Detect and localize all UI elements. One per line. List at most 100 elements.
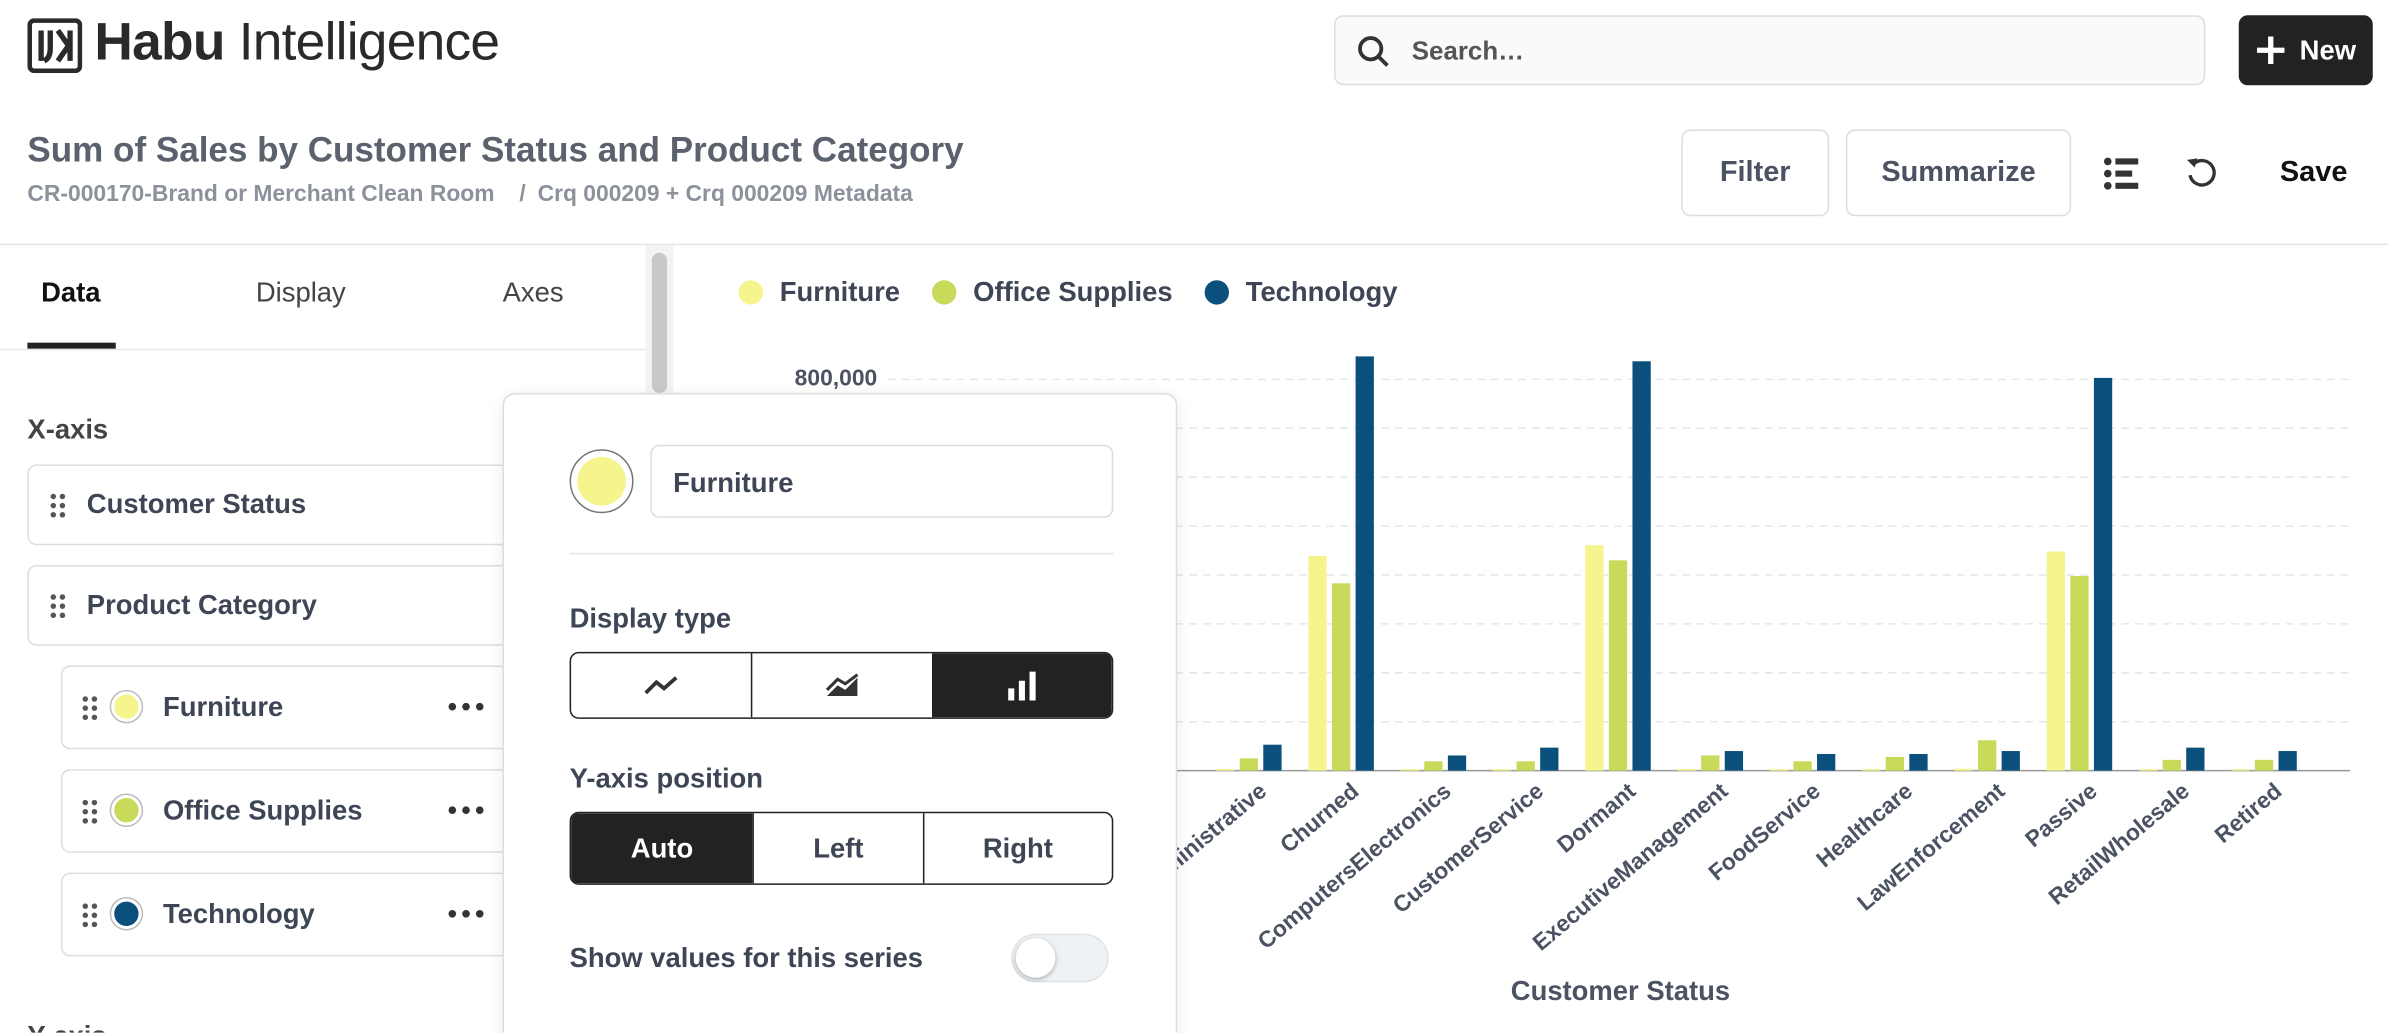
legend-swatch xyxy=(1204,280,1229,305)
bar xyxy=(1585,545,1604,771)
bar xyxy=(1308,555,1327,771)
bar xyxy=(1862,769,1881,771)
bar xyxy=(1516,761,1535,771)
new-button[interactable]: New xyxy=(2238,15,2373,86)
series-name: Furniture xyxy=(162,691,284,722)
bar xyxy=(2186,747,2205,771)
series-name: Office Supplies xyxy=(162,794,363,826)
series-color[interactable] xyxy=(111,794,142,826)
x-field[interactable]: Product Category xyxy=(27,565,576,646)
filter-button[interactable]: Filter xyxy=(1681,129,1830,217)
bar xyxy=(1608,560,1628,771)
tab[interactable]: Axes xyxy=(502,277,564,308)
line-option[interactable] xyxy=(571,653,751,717)
series-row[interactable]: Furniture xyxy=(60,665,564,750)
position-option[interactable]: Auto xyxy=(571,813,753,884)
area-option[interactable] xyxy=(751,653,931,718)
refresh-icon[interactable] xyxy=(2184,154,2221,191)
drag-handle[interactable] xyxy=(82,903,98,928)
bar xyxy=(2231,769,2250,771)
bar xyxy=(2162,759,2181,771)
series-color[interactable] xyxy=(111,691,142,722)
series-color[interactable] xyxy=(111,898,142,930)
bar xyxy=(1632,361,1651,771)
series-row[interactable]: Office Supplies xyxy=(60,769,564,853)
tab[interactable]: Display xyxy=(255,277,346,308)
new-label: New xyxy=(2299,35,2357,66)
logo[interactable]: Habu Intelligence xyxy=(94,12,500,73)
bar xyxy=(1817,753,1836,771)
bar xyxy=(1400,769,1419,771)
series-name-input[interactable]: Furniture xyxy=(650,444,1114,518)
legend-swatch xyxy=(738,280,764,305)
show-values-label: Show values for this series xyxy=(569,942,924,974)
tab-indicator xyxy=(27,342,116,349)
position-option[interactable]: Left xyxy=(752,813,923,884)
x-field-name: Product Category xyxy=(86,589,317,620)
x-tick-label: Churned xyxy=(1275,777,1364,857)
y-axis-position-heading: Y-axis position xyxy=(569,763,764,794)
divider xyxy=(569,552,1114,555)
x-field[interactable]: Customer Status xyxy=(27,464,576,546)
list-icon[interactable] xyxy=(2103,155,2140,192)
more-icon[interactable] xyxy=(448,806,485,815)
x-axis-title: Customer Status xyxy=(1511,975,1730,1006)
more-icon[interactable] xyxy=(448,702,485,711)
show-values-toggle[interactable] xyxy=(1011,933,1109,983)
drag-handle[interactable] xyxy=(50,493,66,518)
bar xyxy=(1540,747,1559,771)
series-row[interactable]: Technology xyxy=(60,872,564,957)
color-picker[interactable] xyxy=(569,449,634,514)
bar xyxy=(1724,751,1744,771)
breadcrumb-link[interactable]: CR-000170-Brand or Merchant Clean Room xyxy=(27,181,495,208)
y-axis-heading: Y-axis xyxy=(27,1020,106,1032)
line-icon xyxy=(644,676,678,695)
breadcrumb-separator: / xyxy=(519,181,526,208)
logo-brand: Habu xyxy=(94,12,225,72)
bar xyxy=(1978,740,1997,771)
bar xyxy=(1885,756,1905,771)
drag-handle[interactable] xyxy=(82,696,98,721)
logo-product: Intelligence xyxy=(238,12,500,72)
bar xyxy=(1263,744,1282,771)
legend-swatch xyxy=(932,280,957,305)
x-tick-label: Retired xyxy=(2209,777,2286,847)
display-type-heading: Display type xyxy=(569,603,732,634)
summarize-button[interactable]: Summarize xyxy=(1845,129,2072,217)
bar xyxy=(2138,769,2158,771)
bar xyxy=(1447,755,1467,771)
x-field-name: Customer Status xyxy=(86,488,307,520)
bar xyxy=(1701,755,1720,771)
input-value: Furniture xyxy=(673,467,794,499)
drag-handle[interactable] xyxy=(50,594,66,619)
bar xyxy=(2001,751,2020,771)
display-type-group xyxy=(569,651,1114,719)
bar xyxy=(2046,551,2065,771)
bar xyxy=(1769,769,1789,771)
tab[interactable]: Data xyxy=(41,277,101,308)
scrollbar-thumb[interactable] xyxy=(651,252,668,393)
legend-label: Furniture xyxy=(780,276,900,307)
bar xyxy=(1239,758,1258,771)
divider xyxy=(0,348,646,351)
save-button[interactable]: Save xyxy=(2279,156,2348,189)
y-axis-position-group: Auto Left Right xyxy=(569,811,1114,885)
search-box[interactable]: Search… xyxy=(1334,15,2206,86)
bar xyxy=(2278,751,2297,771)
bar xyxy=(1793,761,1812,771)
x-tick-label: Dormant xyxy=(1552,777,1641,858)
x-axis-heading: X-axis xyxy=(27,414,109,445)
more-icon[interactable] xyxy=(448,909,485,918)
bar xyxy=(1909,753,1928,771)
logo-icon xyxy=(27,18,83,74)
position-option[interactable]: Right xyxy=(922,813,1111,884)
bar xyxy=(1355,356,1374,771)
breadcrumb-link[interactable]: Crq 000209 + Crq 000209 Metadata xyxy=(537,181,913,208)
bar-option[interactable] xyxy=(931,653,1112,718)
x-tick-label: CustomerService xyxy=(1387,777,1548,918)
drag-handle[interactable] xyxy=(82,799,98,824)
bar xyxy=(1424,761,1443,771)
